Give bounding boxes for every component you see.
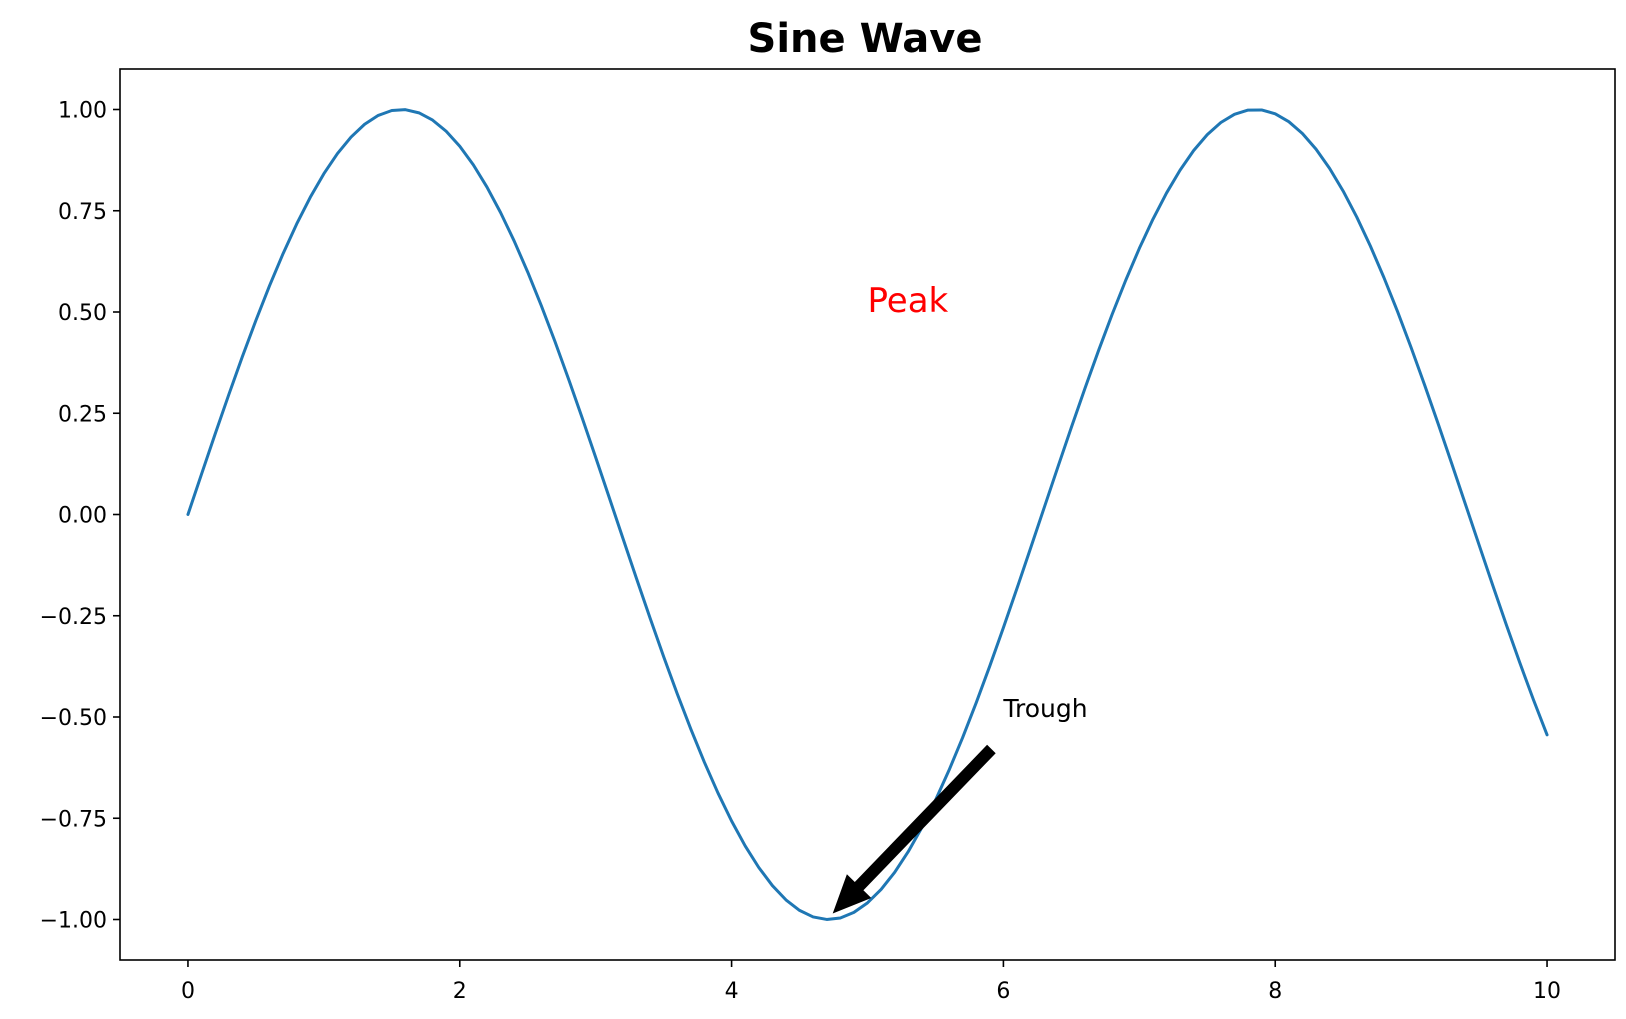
trough-annotation: Trough: [1002, 694, 1087, 723]
y-tick-label: −0.25: [40, 605, 107, 630]
plot-area-frame: [119, 68, 1616, 961]
y-tick-label: 0.25: [58, 402, 107, 427]
x-tick-label: 8: [1268, 979, 1282, 1004]
x-tick-label: 4: [725, 979, 739, 1004]
y-tick-label: 0.00: [58, 504, 107, 529]
y-axis: 1.00 0.75 0.50 0.25 0.00 −0.25 −0.50 −0.75 −1.00: [40, 99, 120, 934]
peak-annotation: Peak: [868, 281, 949, 321]
y-tick-label: −1.00: [40, 909, 107, 934]
y-tick-label: 0.75: [58, 200, 107, 225]
y-tick-label: 1.00: [58, 99, 107, 124]
x-tick-label: 10: [1533, 979, 1561, 1004]
y-tick-label: −0.50: [40, 706, 107, 731]
trough-arrow: [832, 744, 996, 914]
x-tick-label: 6: [996, 979, 1010, 1004]
chart-title: Sine Wave: [748, 16, 983, 62]
y-tick-label: −0.75: [40, 807, 107, 832]
series-layer: [186, 108, 1549, 921]
x-tick-label: 0: [181, 979, 195, 1004]
x-axis: 0 2 4 6 8 10: [181, 960, 1561, 1004]
annotation-layer: Peak Trough: [832, 281, 1088, 914]
sine-series-line: [186, 108, 1549, 921]
x-tick-label: 2: [453, 979, 467, 1004]
y-tick-label: 0.50: [58, 301, 107, 326]
